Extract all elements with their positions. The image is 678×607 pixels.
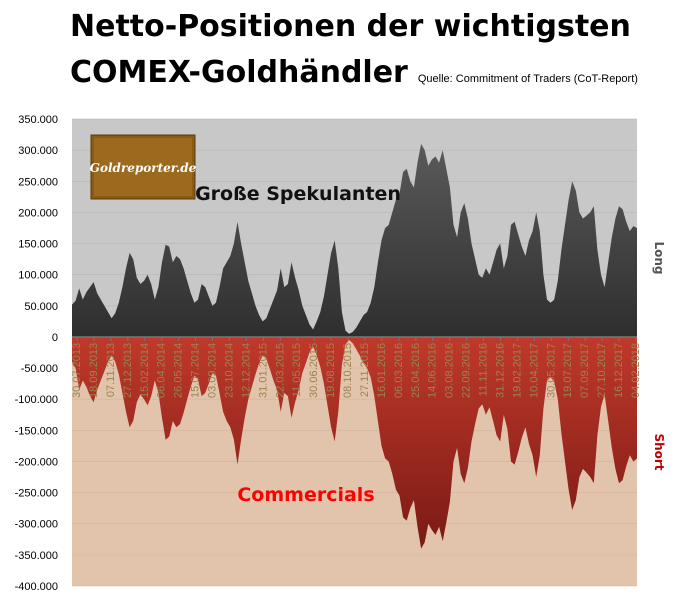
source-note: Quelle: Commitment of Traders (CoT-Repor…	[417, 73, 638, 85]
title-line-2: COMEX-Goldhändler	[70, 55, 408, 90]
x-tick-label: 23.10.2014	[224, 343, 236, 398]
y-tick-label: -150.000	[15, 425, 58, 437]
x-tick-label: 27.10.2017	[596, 343, 608, 398]
x-tick-label: 14.06.2016	[427, 343, 439, 398]
x-tick-label: 11.05.2015	[291, 343, 303, 397]
x-tick-label: 12.12.2014	[240, 343, 252, 398]
x-tick-label: 03.08.2016	[444, 343, 456, 398]
series-label-spekulanten: Große Spekulanten	[195, 183, 401, 205]
x-tick-label: 16.01.2016	[376, 343, 388, 398]
series-area-spekulanten	[72, 143, 637, 337]
x-tick-label: 22.09.2016	[461, 343, 473, 398]
x-tick-label: 06.03.2016	[393, 343, 405, 398]
x-tick-label: 15.02.2014	[139, 343, 151, 398]
x-tick-label: 27.12.2013	[122, 343, 134, 398]
x-tick-label: 03.09.2014	[207, 343, 219, 398]
x-tick-label: 19.08.2015	[325, 343, 337, 398]
x-tick-label: 19.07.2017	[562, 343, 574, 398]
x-tick-label: 30.07.2013	[71, 343, 83, 398]
series-label-commercials: Commercials	[237, 484, 374, 506]
x-tick-label: 25.04.2016	[410, 343, 422, 398]
x-tick-label: 27.11.2015	[359, 343, 371, 397]
y-tick-label: -100.000	[15, 394, 58, 406]
y-tick-label: -400.000	[15, 581, 58, 593]
y-tick-label: -50.000	[21, 363, 58, 375]
y-tick-label: 350.000	[18, 114, 58, 126]
x-tick-label: 10.04.2017	[528, 343, 540, 398]
logo: Goldreporter.de	[90, 134, 197, 200]
right-label-short: Short	[652, 433, 666, 470]
y-tick-label: 150.000	[18, 239, 58, 251]
x-tick-label: 30.06.2015	[308, 343, 320, 398]
x-tick-label: 07.09.2017	[579, 343, 591, 398]
title-line-1: Netto-Positionen der wichtigsten	[70, 9, 631, 44]
y-tick-label: -300.000	[15, 519, 58, 531]
y-axis-ticks: 350.000 300.000 250.000 200.000 150.000 100.0…	[15, 114, 58, 593]
x-tick-label: 31.12.2016	[495, 343, 507, 398]
y-tick-label: -350.000	[15, 550, 58, 562]
y-tick-label: 200.000	[18, 207, 58, 219]
y-tick-label: 50.000	[24, 301, 58, 313]
x-tick-label: 08.10.2015	[342, 343, 354, 398]
x-tick-label: 15.07.2014	[190, 343, 202, 398]
y-tick-label: -250.000	[15, 488, 58, 500]
x-tick-label: 30.05.2017	[545, 343, 557, 398]
x-tick-label: 06.04.2014	[156, 343, 168, 398]
x-tick-label: 16.12.2017	[613, 343, 625, 398]
x-tick-label: 11.11.2016	[478, 343, 490, 396]
x-axis-ticks: 30.07.2013 18.09.2013 07.11.2013 27.12.2013…	[71, 336, 642, 398]
y-tick-label: -200.000	[15, 456, 58, 468]
series-area-commercials	[72, 336, 637, 549]
x-tick-label: 04.02.2018	[630, 343, 642, 398]
x-tick-label: 31.01.2015	[257, 343, 269, 398]
x-tick-label: 26.05.2014	[173, 343, 185, 398]
chart-title: Netto-Positionen der wichtigsten COMEX-G…	[70, 4, 638, 102]
x-tick-label: 19.02.2017	[511, 343, 523, 398]
right-label-long: Long	[652, 241, 666, 274]
x-tick-label: 18.09.2013	[88, 343, 100, 398]
x-tick-label: 22.03.2015	[274, 343, 286, 398]
y-tick-label: 0	[52, 332, 58, 344]
y-tick-label: 100.000	[18, 270, 58, 282]
logo-text: Goldreporter.de	[90, 161, 197, 175]
x-tick-label: 07.11.2013	[105, 343, 117, 397]
y-tick-label: 300.000	[18, 145, 58, 157]
y-tick-label: 250.000	[18, 176, 58, 188]
